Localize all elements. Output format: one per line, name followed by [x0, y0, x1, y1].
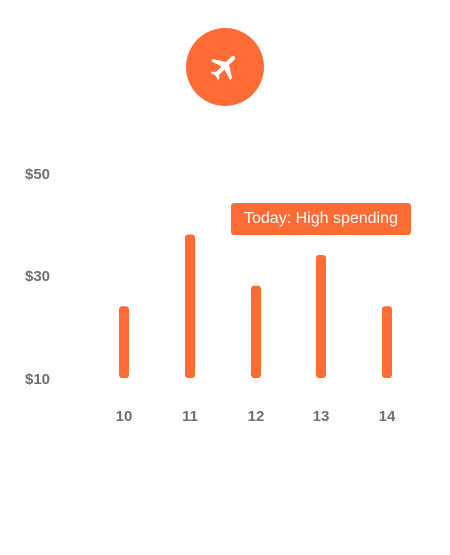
bar-13[interactable] [316, 255, 326, 378]
bar-14[interactable] [382, 306, 392, 378]
x-tick-label: 12 [248, 408, 265, 425]
x-tick-label: 10 [116, 408, 133, 425]
bar-10[interactable] [119, 306, 129, 378]
x-tick-label: 14 [379, 408, 396, 425]
spending-tooltip: Today: High spending [231, 203, 411, 235]
x-axis: 10 11 12 13 14 [116, 408, 396, 425]
x-tick-label: 11 [182, 408, 198, 425]
bars [119, 234, 392, 379]
bar-11[interactable] [185, 234, 195, 379]
y-axis: $50 $30 $10 [25, 166, 50, 388]
y-tick-label: $10 [25, 371, 50, 388]
x-tick-label: 13 [313, 408, 330, 425]
travel-category-badge[interactable] [186, 28, 264, 106]
y-tick-label: $50 [25, 166, 50, 183]
airplane-icon [210, 55, 236, 81]
y-tick-label: $30 [25, 268, 50, 285]
bar-12[interactable] [251, 285, 261, 378]
